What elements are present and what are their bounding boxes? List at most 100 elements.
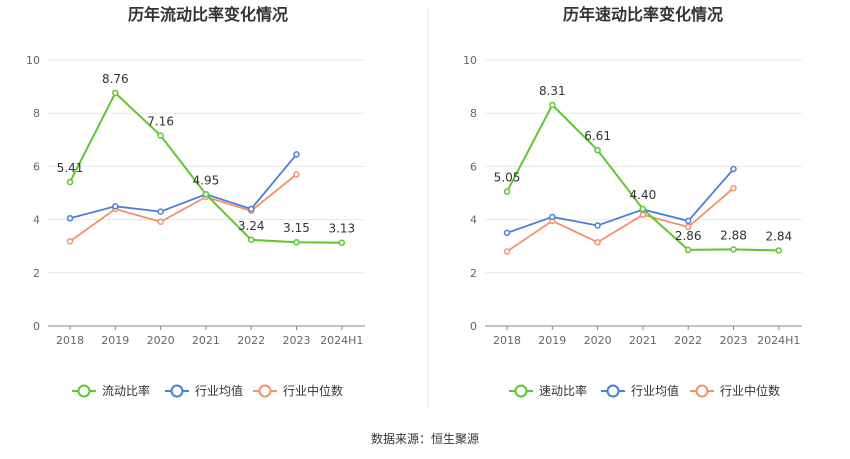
legend-item-main[interactable]: 速动比率: [509, 383, 587, 398]
data-label: 2.86: [675, 229, 702, 243]
x-tick-label: 2020: [584, 334, 612, 347]
data-point-main: [549, 101, 556, 109]
data-point-median: [730, 184, 737, 192]
data-point-avg: [594, 222, 601, 229]
data-point-median: [684, 223, 692, 231]
y-tick-label: 2: [33, 267, 40, 280]
x-tick-label: 2022: [674, 334, 702, 347]
data-point-main: [157, 132, 164, 139]
y-tick-label: 0: [33, 320, 40, 333]
data-point-median: [66, 238, 74, 245]
data-point-main: [639, 205, 647, 213]
legend-item-median[interactable]: 行业中位数: [690, 383, 780, 398]
legend-marker: [170, 384, 184, 398]
series-line-median: [506, 187, 735, 253]
data-point-avg: [549, 213, 556, 221]
data-point-avg: [684, 217, 692, 225]
x-tick-label: 2024H1: [757, 334, 800, 347]
y-tick-label: 8: [33, 107, 40, 120]
data-point-main: [684, 246, 692, 254]
y-tick-label: 10: [26, 54, 40, 67]
chart-panel-1: 历年流动比率变化情况 0 2 4 6 8 10 2018 2019 2020 2021 2022 202…: [26, 5, 365, 398]
data-point-main: [202, 191, 210, 198]
y-tick-label: 0: [470, 320, 477, 333]
x-tick-label: 2023: [720, 334, 748, 347]
data-point-avg: [157, 208, 164, 215]
legend-marker: [606, 384, 620, 398]
legend-label: 行业中位数: [720, 383, 780, 398]
chart-panel-2: 历年速动比率变化情况 0 2 4 6 8 10 2018 2019 2020 2021 2022 202…: [463, 5, 802, 398]
y-tick-label: 2: [470, 267, 477, 280]
y-tick-label: 10: [463, 54, 477, 67]
data-point-main: [775, 247, 783, 254]
data-point-main: [112, 89, 119, 97]
legend-label: 速动比率: [539, 383, 587, 398]
legend-marker: [258, 384, 272, 398]
data-label: 8.31: [539, 84, 566, 98]
data-point-median: [293, 171, 300, 178]
data-label: 8.76: [102, 72, 129, 86]
data-point-avg: [730, 165, 737, 173]
chart-title: 历年速动比率变化情况: [563, 5, 723, 24]
data-point-median: [157, 218, 164, 225]
data-point-main: [730, 246, 737, 253]
chart-title: 历年流动比率变化情况: [128, 5, 288, 24]
y-tick-label: 4: [33, 214, 40, 227]
y-tick-label: 8: [470, 107, 477, 120]
x-tick-label: 2019: [101, 334, 129, 347]
x-tick-label: 2023: [283, 334, 311, 347]
data-point-main: [247, 236, 255, 244]
data-label: 2.84: [765, 229, 792, 243]
data-label: 3.24: [238, 219, 265, 233]
data-label: 4.40: [630, 188, 657, 202]
data-label: 2.88: [720, 228, 747, 242]
legend-item-main[interactable]: 流动比率: [72, 383, 150, 398]
x-tick-label: 2021: [192, 334, 220, 347]
legend-item-median[interactable]: 行业中位数: [253, 383, 343, 398]
data-point-main: [293, 238, 300, 246]
y-tick-label: 6: [33, 160, 40, 173]
x-tick-label: 2018: [493, 334, 521, 347]
data-point-main: [594, 146, 601, 154]
data-label: 5.41: [57, 161, 84, 175]
data-point-main: [66, 178, 74, 186]
x-tick-label: 2019: [538, 334, 566, 347]
data-label: 3.13: [328, 222, 355, 236]
y-tick-label: 6: [470, 160, 477, 173]
data-label: 3.15: [283, 221, 310, 235]
data-point-median: [639, 211, 647, 219]
legend-item-avg[interactable]: 行业均值: [165, 383, 243, 398]
data-point-median: [503, 248, 511, 255]
y-tick-label: 4: [470, 214, 477, 227]
data-label: 6.61: [584, 129, 611, 143]
series-line-avg: [506, 168, 735, 234]
x-tick-label: 2020: [147, 334, 175, 347]
x-tick-label: 2022: [237, 334, 265, 347]
series-line-median: [69, 173, 298, 243]
data-label: 5.05: [494, 171, 521, 185]
x-tick-label: 2024H1: [320, 334, 363, 347]
data-label: 4.95: [193, 173, 220, 187]
legend-label: 行业中位数: [283, 383, 343, 398]
series-line-avg: [69, 153, 298, 220]
legend-label: 流动比率: [102, 383, 150, 398]
data-point-avg: [112, 203, 119, 210]
data-point-avg: [503, 229, 511, 237]
data-point-main: [338, 239, 346, 246]
legend-marker: [695, 384, 709, 398]
legend-label: 行业均值: [631, 383, 679, 398]
legend-label: 行业均值: [195, 383, 243, 398]
data-label: 7.16: [147, 115, 174, 129]
x-tick-label: 2018: [56, 334, 84, 347]
legend-marker: [77, 384, 91, 398]
data-point-avg: [247, 205, 255, 213]
data-point-avg: [293, 151, 300, 158]
x-tick-label: 2021: [629, 334, 657, 347]
legend-item-avg[interactable]: 行业均值: [601, 383, 679, 398]
data-source: 数据来源：恒生聚源: [370, 432, 479, 446]
data-point-median: [594, 238, 601, 246]
data-point-main: [503, 188, 511, 195]
data-point-avg: [66, 215, 74, 222]
legend-marker: [514, 384, 528, 398]
